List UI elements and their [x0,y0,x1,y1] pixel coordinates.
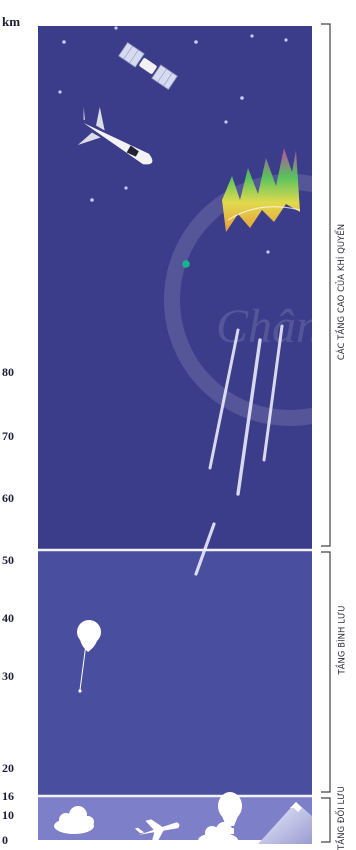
stratosphere-label: TẦNG BÌNH LƯU [335,605,346,675]
stratosphere-band [38,550,312,796]
tick-label-70: 70 [2,429,14,443]
aurora-icon [222,148,301,232]
tick-label-0: 0 [2,833,8,847]
satellite-icon [118,42,178,90]
unit-label: km [2,14,21,29]
bracket-stratosphere [321,551,331,793]
weather-balloon-icon [77,620,101,693]
space-shuttle-icon [77,106,153,165]
mountain-icon [258,802,312,844]
tick-label-30: 30 [2,669,14,683]
tick-label-16: 16 [2,789,14,803]
troposphere-label: TẦNG ĐỐI LƯU [335,786,346,850]
layer-brackets [321,23,331,843]
bracket-upper [321,23,331,547]
upper-layers-label: CÁC TẦNG CAO CỦA KHÍ QUYỂN [336,223,347,361]
tick-label-80: 80 [2,365,14,379]
tick-label-60: 60 [2,491,14,505]
tick-label-10: 10 [2,808,14,822]
tick-label-40: 40 [2,611,14,625]
svg-text:Chân: Chân [216,300,320,353]
tick-label-50: 50 [2,553,14,567]
hot-air-balloon-icon [218,792,242,834]
airplane-icon [134,819,180,845]
meteoroid-dot [182,260,190,268]
cloud-left-icon [54,806,94,834]
tick-label-20: 20 [2,761,14,775]
stars [58,26,288,254]
bracket-troposphere [321,797,331,843]
